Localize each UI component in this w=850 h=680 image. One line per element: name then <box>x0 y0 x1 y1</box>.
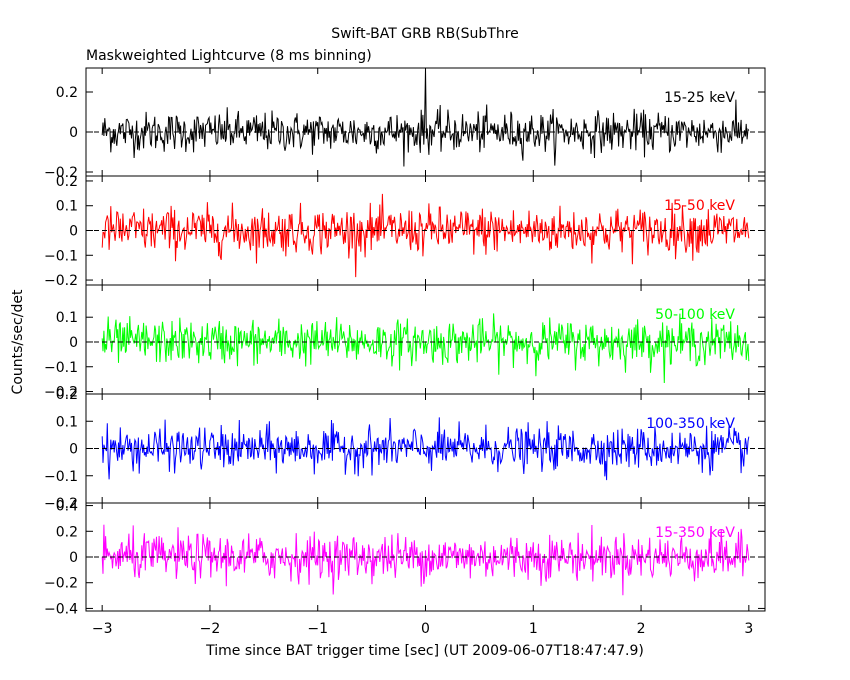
y-tick-label: −0.4 <box>44 601 78 617</box>
y-tick-label: 0 <box>69 224 78 240</box>
y-tick-label: 0.2 <box>56 85 78 101</box>
x-tick-label: 0 <box>421 621 430 637</box>
y-tick-label: 0.2 <box>56 174 78 190</box>
y-tick-label: −0.2 <box>44 165 78 181</box>
y-tick-label: −0.2 <box>44 496 78 512</box>
chart-title: Swift-BAT GRB RB(SubThre <box>331 26 519 42</box>
y-tick-label: 0 <box>69 442 78 458</box>
panel-5: −0.4 −0.2 0 0.2 0.4 15-350 keV <box>44 499 766 617</box>
x-tick-label: 3 <box>744 621 753 637</box>
y-tick-label: 0.2 <box>56 387 78 403</box>
x-tick-label: −1 <box>307 621 328 637</box>
y-tick-label: −0.2 <box>44 576 78 592</box>
series-line-5 <box>101 524 750 596</box>
y-tick-label: −0.2 <box>44 385 78 401</box>
panel-3: −0.2 −0.1 0 0.1 50-100 keV <box>44 284 766 401</box>
y-tick-label: 0.1 <box>56 199 78 215</box>
series-line-3 <box>101 313 750 384</box>
x-tick-label: 1 <box>529 621 538 637</box>
x-axis-label: Time since BAT trigger time [sec] (UT 20… <box>205 643 644 659</box>
panels-group: −0.2 0 0.2 15-25 keV −0.2 −0.1 0 0.1 0.2 15-50 ke… <box>44 67 766 637</box>
y-tick-label: 0.1 <box>56 414 78 430</box>
y-tick-label: 0 <box>69 125 78 141</box>
y-tick-label: 0 <box>69 550 78 566</box>
series-legend-label: 15-50 keV <box>664 198 735 214</box>
y-tick-label: −0.1 <box>44 248 78 264</box>
panel-1: −0.2 0 0.2 15-25 keV <box>44 67 766 181</box>
series-legend-label: 15-25 keV <box>664 90 735 106</box>
series-line-2 <box>101 193 750 278</box>
y-tick-label: −0.1 <box>44 469 78 485</box>
chart-subtitle: Maskweighted Lightcurve (8 ms binning) <box>86 48 372 64</box>
panel-2: −0.2 −0.1 0 0.1 0.2 15-50 keV <box>44 174 766 289</box>
y-tick-label: 0.4 <box>56 499 78 515</box>
series-legend-label: 50-100 keV <box>655 307 735 323</box>
x-tick-label: −2 <box>200 621 221 637</box>
series-line-4 <box>101 417 750 481</box>
x-tick-label: 2 <box>637 621 646 637</box>
y-tick-label: −0.2 <box>44 273 78 289</box>
panel-4: −0.2 −0.1 0 0.1 0.2 100-350 keV <box>44 387 766 512</box>
y-tick-label: 0 <box>69 335 78 351</box>
y-axis-label: Counts/sec/det <box>10 289 26 394</box>
x-tick-label: −3 <box>92 621 113 637</box>
y-tick-label: −0.1 <box>44 360 78 376</box>
y-tick-label: 0.2 <box>56 524 78 540</box>
series-legend-label: 100-350 keV <box>646 416 735 432</box>
series-line-1 <box>101 67 750 167</box>
y-tick-label: 0.1 <box>56 310 78 326</box>
series-legend-label: 15-350 keV <box>655 525 735 541</box>
